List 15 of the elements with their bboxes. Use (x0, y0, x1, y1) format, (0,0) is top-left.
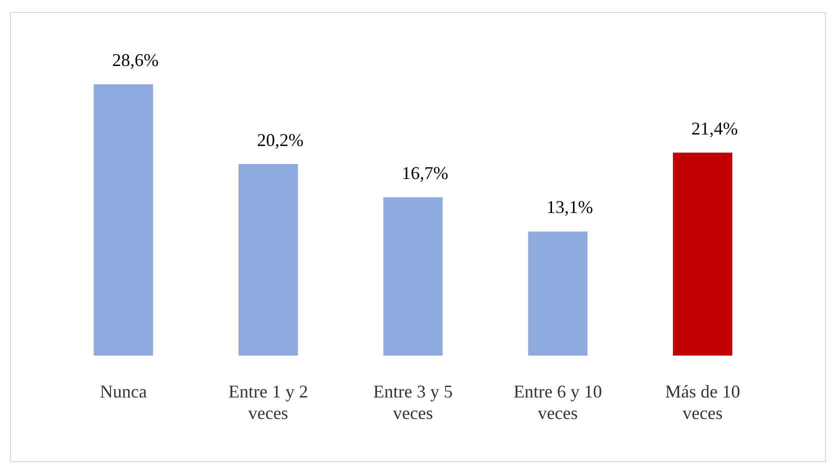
bar (528, 231, 588, 356)
data-label: 20,2% (256, 130, 304, 150)
data-label: 21,4% (691, 118, 738, 138)
x-tick-label: Nunca (100, 381, 147, 402)
data-label: 13,1% (546, 197, 594, 218)
bar (238, 164, 298, 356)
bar (383, 197, 443, 356)
data-label: 28,6% (112, 50, 159, 70)
bar (672, 152, 732, 356)
x-tick-label: Entre 6 y 10 veces (514, 381, 602, 423)
x-tick-label: Entre 3 y 5 veces (373, 381, 453, 423)
bar (94, 84, 154, 356)
data-label: 16,7% (402, 162, 448, 183)
x-tick-label: Entre 1 y 2 veces (228, 381, 308, 423)
x-tick-label: Más de 10 veces (665, 381, 740, 423)
